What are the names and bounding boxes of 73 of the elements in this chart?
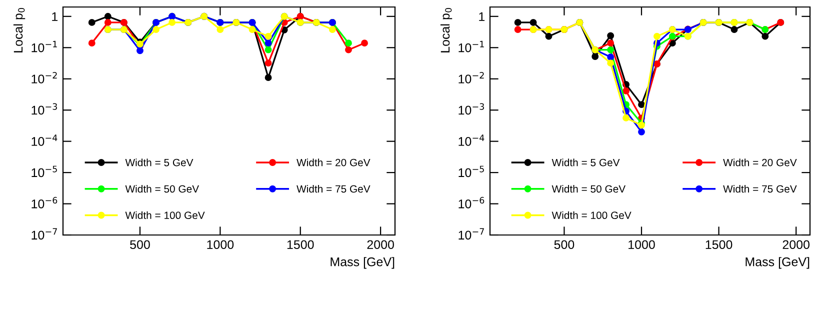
x-tick-label: 1500	[287, 240, 314, 250]
point	[168, 18, 176, 26]
point	[104, 18, 112, 26]
point	[622, 87, 630, 94]
y-tick-label: 10$^{−7}$	[458, 228, 484, 240]
y-tick-label: 10$^{−6}$	[32, 196, 58, 208]
point	[607, 40, 614, 47]
legend-label: Width = 50 GeV	[125, 184, 200, 193]
legend-label: Width = 5 GeV	[125, 158, 194, 166]
x-tick-label: 500	[554, 240, 574, 250]
y-tick-label: 10$^{−2}$	[32, 72, 57, 84]
point	[607, 32, 614, 40]
point	[514, 26, 522, 33]
point	[345, 40, 352, 47]
y-tick-label: 10$^{−4}$	[32, 134, 58, 146]
legend-label: Width = 5 GeV	[552, 158, 620, 166]
point	[762, 32, 769, 40]
x-tick-label: 500	[130, 240, 150, 250]
point	[248, 26, 256, 33]
point	[607, 60, 614, 67]
legend-label: Width = 50 GeV	[552, 184, 626, 193]
point	[216, 26, 224, 33]
point	[345, 46, 352, 54]
point	[328, 26, 336, 33]
y-tick-label: 10$^{−3}$	[32, 103, 57, 115]
point	[514, 18, 522, 26]
point	[638, 128, 645, 136]
y-axis-title: Local p$_{0}$	[13, 8, 26, 52]
x-axis-title: Mass [GeV]	[330, 257, 394, 269]
point	[592, 53, 599, 60]
y-tick-label: 10$^{−1}$	[458, 40, 484, 52]
point	[607, 54, 614, 61]
y-tick-label: 10$^{−5}$	[458, 166, 484, 178]
point	[264, 40, 272, 47]
x-tick-label: 1000	[207, 240, 234, 250]
x-tick-label: 1500	[706, 240, 732, 250]
legend-label: Width = 75 GeV	[723, 184, 797, 193]
point	[264, 32, 272, 40]
point	[622, 114, 630, 122]
legend-label: Width = 20 GeV	[723, 158, 797, 166]
point	[136, 47, 144, 54]
y-axis-title: Local p$_{0}$	[440, 8, 452, 52]
point	[104, 12, 112, 20]
point	[264, 74, 272, 82]
point	[607, 46, 614, 54]
y-tick-label: 10$^{−7}$	[32, 228, 57, 240]
legend-label: Width = 20 GeV	[296, 158, 370, 166]
x-tick-label: 1000	[628, 240, 655, 250]
point	[530, 18, 537, 26]
y-tick-label: 10$^{−1}$	[32, 40, 57, 52]
point	[88, 18, 96, 26]
point	[653, 32, 660, 40]
point	[264, 46, 272, 54]
x-tick-label: 2000	[782, 240, 810, 250]
y-tick-label: 10$^{−4}$	[458, 134, 484, 146]
y-tick-label: 1	[479, 12, 485, 21]
x-tick-label: 2000	[367, 240, 394, 250]
legend-label: Width = 100 GeV	[125, 211, 205, 220]
x-axis-title: Mass [GeV]	[746, 257, 810, 269]
legend-label: Width = 100 GeV	[552, 211, 632, 220]
point	[361, 40, 368, 47]
point	[638, 101, 645, 108]
point	[264, 60, 272, 67]
point	[730, 26, 738, 33]
point	[152, 26, 160, 33]
y-tick-label: 10$^{−3}$	[458, 103, 484, 115]
y-tick-label: 10$^{−2}$	[458, 72, 484, 84]
y-tick-label: 10$^{−5}$	[32, 166, 57, 178]
y-tick-label: 10$^{−6}$	[458, 196, 484, 208]
point	[545, 32, 552, 40]
y-tick-label: 1	[52, 12, 58, 21]
point	[88, 40, 96, 47]
legend-label: Width = 75 GeV	[296, 184, 370, 193]
